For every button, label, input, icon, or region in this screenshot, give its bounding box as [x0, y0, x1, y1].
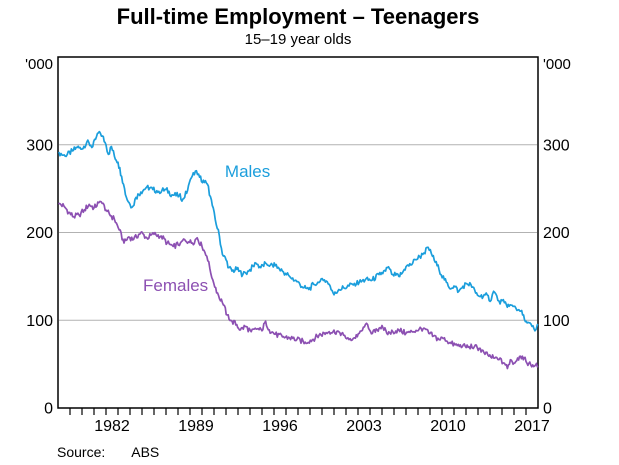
females-series-label: Females: [143, 276, 209, 296]
plot-frame: [57, 56, 539, 409]
x-tick-label: 1982: [94, 418, 130, 435]
males-series-label: Males: [224, 161, 271, 181]
x-tick-label: 2010: [430, 418, 466, 435]
x-tick-label: 1996: [262, 418, 298, 435]
y-tick-label-left: 100: [26, 313, 53, 330]
x-tick-label: 2003: [346, 418, 382, 435]
source-row: Source: ABS: [57, 444, 159, 460]
y-tick-label-right: 100: [543, 313, 570, 330]
y-tick-label-right: 200: [543, 225, 570, 242]
chart-subtitle: 15–19 year olds: [244, 31, 352, 48]
x-tick-label: 1989: [178, 418, 214, 435]
source-value: ABS: [131, 444, 160, 460]
x-tick-label: 2017: [514, 418, 550, 435]
y-axis-unit-left: '000: [25, 56, 53, 73]
source-label: Source:: [57, 444, 106, 460]
y-tick-label-left: 300: [26, 137, 53, 154]
y-tick-label-right: 300: [543, 137, 570, 154]
females-line: [58, 200, 539, 370]
y-tick-label-right: 0: [543, 401, 552, 418]
y-tick-label-left: 200: [26, 225, 53, 242]
chart-title: Full-time Employment – Teenagers: [116, 4, 480, 29]
y-tick-label-left: 0: [44, 401, 53, 418]
y-axis-unit-right: '000: [543, 56, 571, 73]
males-line: [58, 130, 539, 332]
